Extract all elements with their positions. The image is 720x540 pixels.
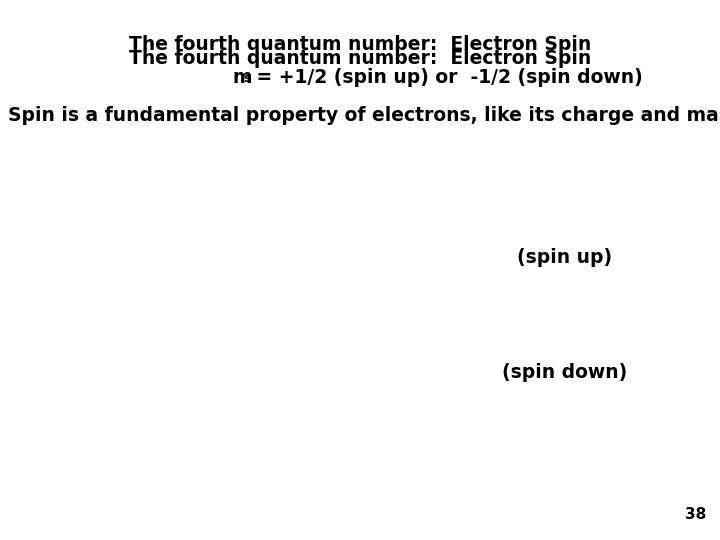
Text: s: s — [243, 72, 251, 85]
Text: The fourth quantum number:  Electron Spin: The fourth quantum number: Electron Spin — [129, 49, 591, 68]
Text: = +1/2 (spin up) or  -1/2 (spin down): = +1/2 (spin up) or -1/2 (spin down) — [250, 68, 643, 87]
Text: Spin is a fundamental property of electrons, like its charge and mass.: Spin is a fundamental property of electr… — [8, 106, 720, 125]
Text: 38: 38 — [685, 507, 706, 522]
Text: (spin down): (spin down) — [503, 363, 628, 382]
Text: m: m — [232, 68, 251, 87]
Text: (spin up): (spin up) — [518, 248, 613, 267]
Text: The fourth quantum number:  Electron Spin: The fourth quantum number: Electron Spin — [129, 35, 591, 54]
